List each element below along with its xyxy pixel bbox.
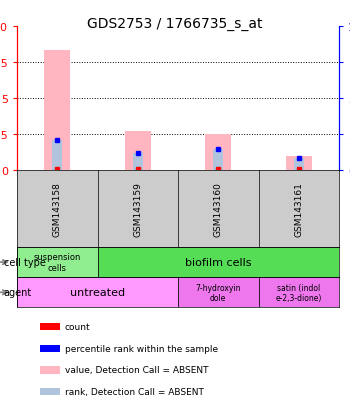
Bar: [17, 278, 178, 308]
Text: rank, Detection Call = ABSENT: rank, Detection Call = ABSENT: [65, 387, 204, 396]
Bar: [40, 345, 60, 352]
Text: count: count: [65, 323, 90, 331]
Bar: [98, 247, 339, 278]
Bar: [213, 150, 224, 171]
Bar: [40, 366, 60, 374]
Text: GSM143159: GSM143159: [133, 182, 142, 237]
Bar: [17, 247, 98, 278]
Bar: [125, 132, 150, 171]
Bar: [40, 388, 60, 395]
Bar: [259, 278, 339, 308]
Text: cell type: cell type: [4, 257, 46, 268]
Text: untreated: untreated: [70, 287, 125, 298]
Text: biofilm cells: biofilm cells: [185, 257, 252, 268]
Bar: [205, 135, 231, 171]
Text: 7-hydroxyin
dole: 7-hydroxyin dole: [196, 283, 241, 302]
Bar: [52, 141, 63, 171]
Bar: [286, 157, 312, 171]
Text: percentile rank within the sample: percentile rank within the sample: [65, 344, 218, 353]
Text: GSM143158: GSM143158: [53, 182, 62, 237]
Bar: [44, 51, 70, 171]
Text: agent: agent: [4, 287, 32, 298]
Bar: [133, 154, 143, 171]
Bar: [294, 159, 304, 171]
Text: value, Detection Call = ABSENT: value, Detection Call = ABSENT: [65, 366, 208, 375]
Bar: [40, 323, 60, 330]
Text: GSM143160: GSM143160: [214, 182, 223, 237]
Text: GSM143161: GSM143161: [294, 182, 303, 237]
Text: GDS2753 / 1766735_s_at: GDS2753 / 1766735_s_at: [87, 17, 263, 31]
Text: satin (indol
e-2,3-dione): satin (indol e-2,3-dione): [275, 283, 322, 302]
Text: suspension
cells: suspension cells: [34, 253, 81, 272]
Bar: [178, 278, 259, 308]
